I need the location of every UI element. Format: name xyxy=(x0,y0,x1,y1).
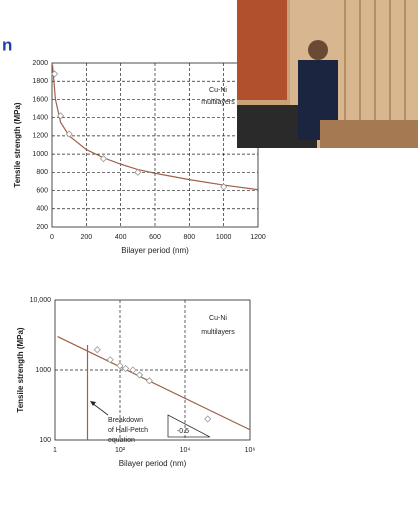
slide-title: n xyxy=(2,35,12,54)
video-inset xyxy=(237,0,418,148)
x-tick-label: 200 xyxy=(80,234,92,241)
x-tick-label: 10⁴ xyxy=(180,447,191,454)
y-tick-label: 10,000 xyxy=(30,297,52,304)
y-tick-label: 400 xyxy=(36,206,48,213)
x-tick-label: 800 xyxy=(183,234,195,241)
annotation: Breakdown xyxy=(108,417,143,424)
data-point xyxy=(94,347,100,353)
y-tick-label: 1400 xyxy=(32,115,48,122)
annotation: equation xyxy=(108,437,135,444)
x-tick-label: 10⁶ xyxy=(245,447,256,454)
x-tick-label: 1 xyxy=(53,447,57,454)
y-tick-label: 1600 xyxy=(32,96,48,103)
y-tick-label: 200 xyxy=(36,224,48,231)
data-point xyxy=(146,378,152,384)
y-tick-label: 2000 xyxy=(32,60,48,67)
slide: n 20040060080010001200140016001800200002… xyxy=(0,0,418,506)
x-tick-label: 1200 xyxy=(250,234,266,241)
fit-line xyxy=(58,337,250,430)
x-tick-label: 10² xyxy=(115,447,126,454)
data-point xyxy=(52,71,58,77)
x-tick-label: 0 xyxy=(50,234,54,241)
annotation: of Hall-Petch xyxy=(108,427,148,434)
y-tick-label: 1800 xyxy=(32,78,48,85)
y-axis-label: Tensile strength (MPa) xyxy=(16,327,25,413)
annotation: multilayers xyxy=(201,99,235,106)
annotation: multilayers xyxy=(201,329,235,336)
y-tick-label: 1000 xyxy=(32,151,48,158)
x-tick-label: 1000 xyxy=(216,234,232,241)
y-axis-label: Tensile strength (MPa) xyxy=(13,102,22,188)
y-tick-label: 1000 xyxy=(35,367,51,374)
y-tick-label: 600 xyxy=(36,187,48,194)
annotation: Cu-Ni xyxy=(209,315,227,322)
x-tick-label: 400 xyxy=(115,234,127,241)
y-tick-label: 1200 xyxy=(32,133,48,140)
annotation: Cu-Ni xyxy=(209,87,227,94)
x-axis-label: Bilayer period (nm) xyxy=(121,246,189,255)
y-tick-label: 800 xyxy=(36,169,48,176)
x-axis-label: Bilayer period (nm) xyxy=(119,459,187,468)
data-point xyxy=(107,357,113,363)
data-point xyxy=(205,416,211,422)
y-tick-label: 100 xyxy=(39,437,51,444)
arrow xyxy=(92,403,108,415)
annotation: -0.5 xyxy=(177,428,189,435)
x-tick-label: 600 xyxy=(149,234,161,241)
